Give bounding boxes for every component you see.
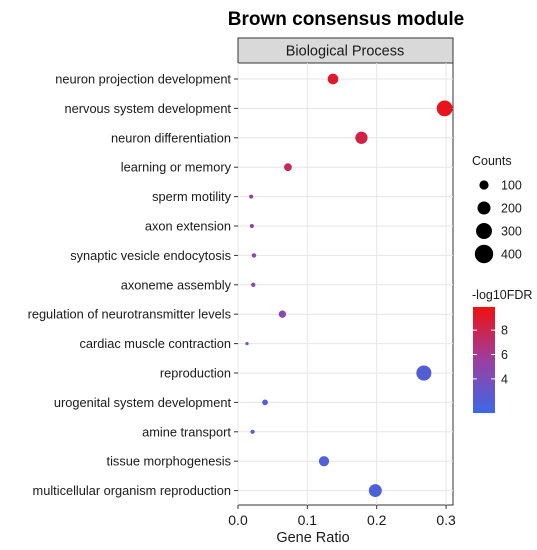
y-tick-label: regulation of neurotransmitter levels [28, 307, 231, 322]
size-legend: Counts 100 200 300 400 [472, 154, 522, 264]
data-point [327, 73, 339, 85]
size-legend-key [474, 244, 494, 264]
color-legend-label: 8 [501, 324, 508, 338]
plot-panel [237, 62, 454, 506]
y-axis-labels: neuron projection development nervous sys… [28, 72, 232, 499]
y-tick-label: neuron projection development [55, 72, 231, 87]
data-point [245, 341, 249, 346]
facet-strip-label: Biological Process [286, 44, 404, 60]
data-point [250, 429, 255, 434]
size-legend-title: Counts [472, 154, 512, 168]
y-tick-label: sperm motility [152, 189, 232, 204]
y-tick-label: axon extension [145, 219, 231, 234]
y-axis-ticks [234, 78, 238, 492]
y-tick-label: neuron differentiation [111, 130, 231, 145]
size-legend-label: 300 [501, 225, 522, 239]
y-tick-label: nervous system development [65, 101, 232, 116]
color-legend-bar [473, 307, 495, 413]
size-legend-key [476, 223, 492, 239]
y-tick-label: reproduction [160, 366, 231, 381]
data-point [355, 131, 368, 144]
y-tick-label: amine transport [142, 424, 231, 439]
facet-strip [237, 37, 454, 64]
data-point [278, 310, 287, 318]
color-legend-title: -log10FDR [472, 288, 532, 302]
data-point [262, 399, 268, 406]
x-axis-label: Gene Ratio [276, 530, 349, 546]
data-point [251, 282, 256, 287]
chart-title: Brown consensus module [228, 9, 464, 30]
data-point [251, 253, 257, 258]
x-tick-label: 0.1 [298, 512, 318, 528]
data-point [416, 365, 432, 381]
data-point [436, 100, 453, 117]
color-legend-label: 6 [501, 348, 508, 362]
y-tick-label: axoneme assembly [121, 277, 232, 292]
x-axis-ticks: 0.0 0.1 0.2 0.3 [228, 505, 456, 528]
size-legend-label: 400 [501, 248, 522, 262]
data-point [284, 163, 292, 172]
x-tick-label: 0.3 [436, 512, 456, 528]
y-tick-label: cardiac muscle contraction [80, 336, 232, 351]
y-tick-label: synaptic vesicle endocytosis [70, 248, 231, 263]
x-tick-label: 0.0 [228, 512, 248, 528]
y-tick-label: learning or memory [121, 160, 232, 175]
data-point [318, 456, 330, 467]
data-point [368, 484, 382, 498]
size-legend-key [477, 201, 491, 215]
data-points [245, 73, 453, 498]
size-legend-label: 200 [501, 202, 522, 216]
data-point [249, 223, 254, 229]
color-legend-label: 4 [501, 372, 508, 386]
y-tick-label: tissue morphogenesis [107, 454, 231, 469]
size-legend-key [479, 180, 489, 190]
y-tick-label: multicellular organism reproduction [33, 483, 231, 498]
x-tick-label: 0.2 [367, 512, 387, 528]
size-legend-label: 100 [501, 179, 522, 193]
data-point [249, 194, 254, 199]
color-legend: -log10FDR 4 6 8 [472, 288, 532, 413]
y-tick-label: urogenital system development [54, 395, 232, 410]
